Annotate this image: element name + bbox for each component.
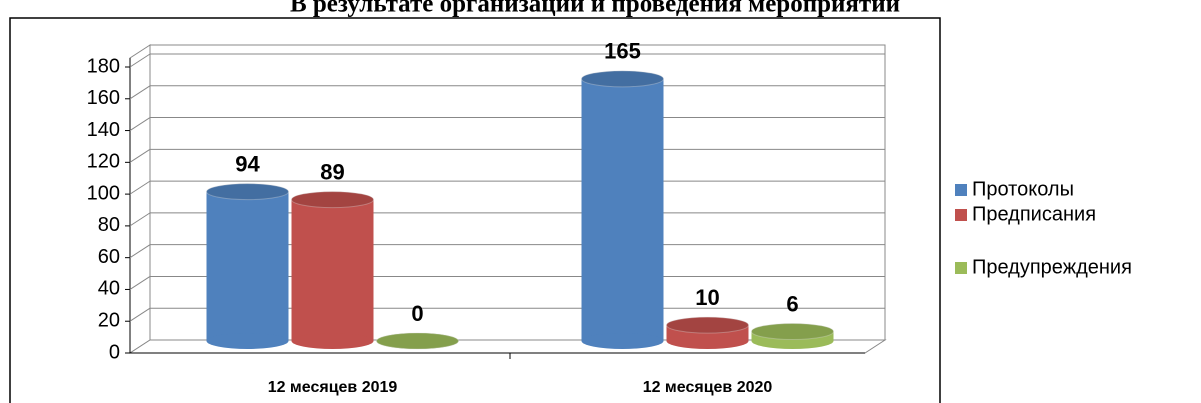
y-tick-label: 160 (87, 87, 120, 109)
y-tick-label: 140 (87, 119, 120, 141)
bar-top (206, 183, 289, 201)
bar-top (291, 191, 374, 209)
bar-bottom (206, 333, 289, 349)
y-tick-label: 120 (87, 151, 120, 173)
legend-swatch (955, 184, 967, 196)
y-tick-label: 100 (87, 182, 120, 204)
bar-top (581, 70, 664, 88)
bar-shade (206, 191, 289, 341)
y-tick-label: 40 (98, 278, 120, 300)
bar (291, 191, 374, 349)
bar (376, 332, 459, 350)
grid-line (129, 117, 151, 131)
legend-label: Предупреждения (972, 256, 1132, 278)
grid-line (129, 276, 151, 290)
bar-shade (291, 199, 374, 341)
data-label: 6 (786, 291, 798, 316)
data-label: 10 (695, 285, 719, 310)
x-tick-label: 12 месяцев 2019 (268, 379, 398, 396)
bar-top (376, 332, 459, 350)
legend-swatch (955, 209, 967, 221)
x-tick-label: 12 месяцев 2020 (643, 379, 773, 396)
grid-line (129, 212, 151, 227)
bar (751, 322, 834, 349)
bar-bottom (666, 333, 749, 349)
legend-label: Протоколы (972, 178, 1074, 200)
data-label: 0 (411, 301, 423, 326)
bar (666, 316, 749, 349)
side-wall (129, 44, 151, 354)
grid-line (129, 307, 151, 322)
bar (581, 70, 664, 349)
y-tick-label: 20 (98, 310, 120, 332)
legend-label: Предписания (972, 203, 1096, 225)
bar-top (666, 316, 749, 334)
bar-top (751, 322, 834, 340)
chart-title: В результате организации и проведения ме… (290, 0, 900, 18)
legend-swatch (955, 262, 967, 274)
y-tick-label: 0 (109, 341, 120, 363)
grid-line (129, 148, 151, 163)
bar-bottom (581, 333, 664, 349)
y-tick-label: 60 (98, 246, 120, 268)
bar-bottom (291, 333, 374, 349)
grid-line (129, 244, 151, 259)
bar (206, 183, 289, 349)
y-tick-label: 80 (98, 214, 120, 236)
grid-line (129, 53, 151, 68)
data-label: 89 (320, 159, 344, 184)
bar-shade (581, 78, 664, 341)
y-tick-label: 180 (87, 55, 120, 77)
data-label: 94 (235, 151, 260, 176)
data-label: 165 (604, 39, 641, 64)
grid-line (129, 180, 151, 195)
grid-line (129, 85, 151, 100)
